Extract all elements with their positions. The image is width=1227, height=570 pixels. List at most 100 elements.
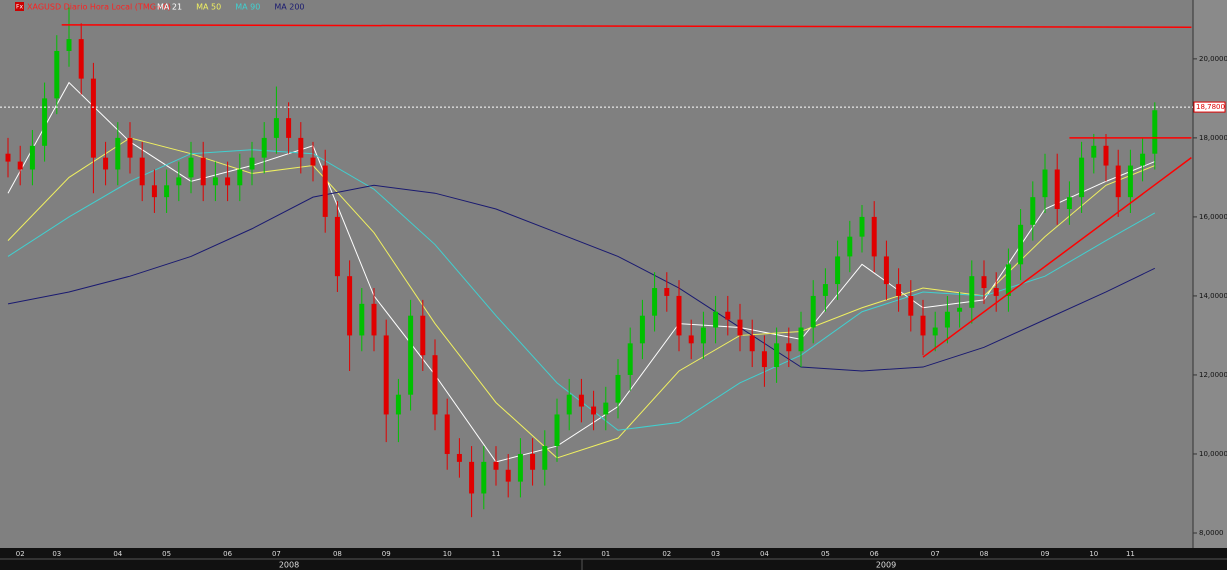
candle-body	[151, 185, 157, 198]
candle-body	[310, 157, 316, 166]
candle-body	[578, 394, 584, 407]
moving-average-line	[7, 184, 1156, 372]
candle-body	[1115, 165, 1121, 198]
candle-body	[505, 469, 511, 482]
x-tick-label: 11	[1126, 550, 1135, 558]
candle-body	[944, 311, 950, 328]
trendline	[922, 157, 1192, 358]
candle-body	[456, 453, 462, 462]
x-tick-label: 05	[162, 550, 171, 558]
candle-body	[212, 177, 218, 186]
candle-body	[273, 118, 279, 138]
x-tick-label: 10	[1089, 550, 1098, 558]
candle-body	[859, 216, 865, 237]
y-tick-label: 10,0000	[1199, 450, 1227, 458]
fx-icon-text: Fx	[16, 4, 23, 11]
candle-body	[981, 276, 987, 289]
x-tick-label: 04	[113, 550, 122, 558]
candle-body	[786, 343, 792, 352]
candle-body	[639, 315, 645, 344]
candle-body	[493, 461, 499, 470]
candle-body	[969, 276, 975, 308]
candle-body	[225, 177, 231, 186]
candle-body	[554, 414, 560, 447]
x-tick-label: 07	[272, 550, 281, 558]
candle-body	[469, 461, 475, 494]
legend-entry: MA 200	[274, 3, 304, 12]
candle-body	[908, 295, 914, 316]
x-tick-label: 09	[1041, 550, 1050, 558]
candle-body	[54, 50, 60, 99]
x-tick-label: 05	[821, 550, 830, 558]
plot-area	[0, 0, 1193, 548]
last-price-label: 18,7800	[1196, 103, 1225, 111]
candle-body	[725, 311, 731, 320]
candle-body	[1140, 153, 1146, 166]
x-tick-label: 02	[16, 550, 25, 558]
candle-body	[847, 236, 853, 257]
y-tick-label: 8,0000	[1199, 529, 1224, 537]
candle-body	[1127, 165, 1133, 198]
candle-body	[164, 185, 170, 198]
candle-body	[1091, 145, 1097, 158]
y-tick-label: 20,0000	[1199, 55, 1227, 63]
x-tick-label: 03	[711, 550, 720, 558]
legend-entry: MA 90	[235, 3, 260, 12]
candle-body	[957, 307, 963, 312]
candle-body	[688, 335, 694, 344]
candle-body	[664, 288, 670, 296]
candle-body	[334, 216, 340, 277]
candle-body	[530, 453, 536, 470]
candle-body	[1042, 169, 1048, 198]
candle-body	[542, 446, 548, 470]
candle-body	[993, 288, 999, 296]
candle-body	[103, 157, 109, 170]
candle-body	[420, 315, 426, 356]
candle-body	[298, 137, 304, 158]
candle-body	[5, 153, 11, 162]
x-tick-label: 01	[601, 550, 610, 558]
candle-body	[822, 284, 828, 296]
candle-body	[1018, 224, 1024, 265]
candle-body	[1005, 264, 1011, 296]
candle-body	[883, 256, 889, 285]
x-tick-label: 04	[760, 550, 769, 558]
candle-body	[42, 98, 48, 146]
candle-body	[395, 394, 401, 415]
year-label: 2009	[876, 561, 896, 570]
x-tick-label: 02	[662, 550, 671, 558]
candle-body	[176, 177, 182, 186]
candle-body	[237, 169, 243, 186]
candle-body	[286, 118, 292, 138]
candle-body	[347, 276, 353, 336]
candle-body	[139, 157, 145, 186]
candle-body	[359, 303, 365, 336]
candle-body	[1066, 197, 1072, 210]
x-tick-label: 09	[382, 550, 391, 558]
y-axis-panel	[1193, 0, 1227, 548]
candle-body	[371, 303, 377, 336]
x-tick-label: 07	[931, 550, 940, 558]
candle-body	[1079, 157, 1085, 198]
candle-body	[774, 343, 780, 368]
candle-body	[566, 394, 572, 415]
candle-body	[1030, 197, 1036, 225]
x-tick-label: 06	[223, 550, 232, 558]
legend-entry: MA 50	[196, 3, 221, 12]
candle-body	[444, 414, 450, 454]
candle-body	[761, 351, 767, 368]
candle-body	[249, 157, 255, 170]
candle-body	[408, 315, 414, 395]
candle-body	[676, 295, 682, 336]
legend-entry: MA 21	[157, 3, 182, 12]
x-tick-label: 03	[52, 550, 61, 558]
trendline	[61, 24, 1192, 29]
candle-body	[737, 319, 743, 336]
candle-body	[90, 78, 96, 158]
candle-body	[188, 157, 194, 178]
candle-body	[517, 453, 523, 482]
candle-body	[481, 461, 487, 494]
candle-body	[66, 39, 72, 51]
x-tick-label: 08	[333, 550, 342, 558]
